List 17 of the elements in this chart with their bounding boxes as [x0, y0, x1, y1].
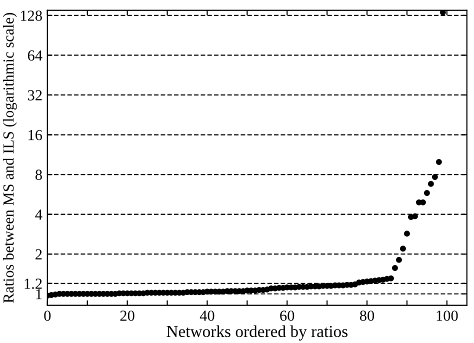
y-tick-label: 1.2 [24, 278, 42, 289]
x-axis-title: Networks ordered by ratios [166, 325, 348, 341]
y-tick-label: 8 [35, 170, 42, 180]
y-tick-label: 32 [28, 90, 42, 100]
y-axis-title: Ratios between MS and ILS (logarithmic scale) [2, 12, 17, 303]
x-tick-label: 0 [44, 310, 51, 321]
y-tick-label: 4 [35, 210, 42, 220]
y-tick-label: 2 [36, 249, 42, 260]
x-tick-label: 20 [120, 310, 134, 321]
y-tick-label: 128 [20, 10, 42, 21]
x-tick-label: 60 [280, 310, 294, 321]
x-tick-label: 40 [200, 310, 214, 321]
x-tick-label: 80 [360, 310, 374, 321]
y-tick-label: 16 [28, 130, 42, 140]
x-tick-label: 100 [436, 310, 458, 321]
y-tick-label: 64 [28, 50, 42, 61]
y-tick-label: 1 [36, 289, 42, 300]
